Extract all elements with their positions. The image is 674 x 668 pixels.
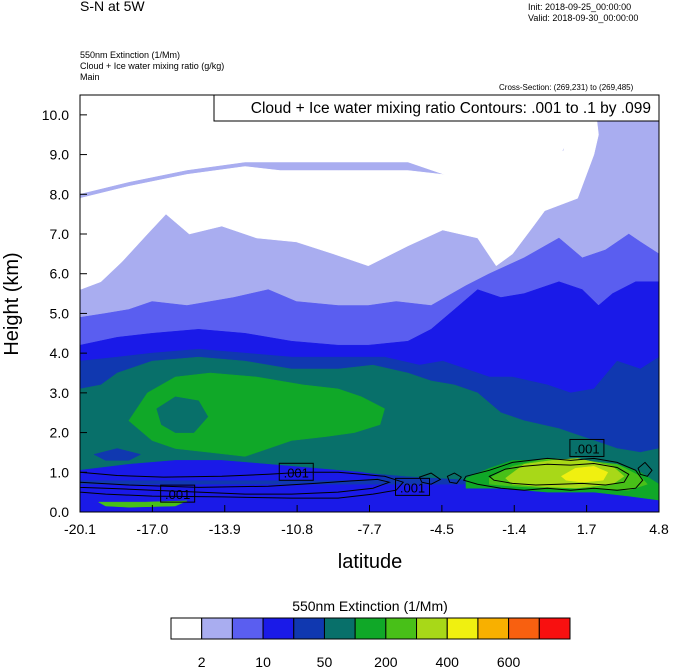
colorbar-swatch xyxy=(538,617,571,640)
x-tick-label: -20.1 xyxy=(64,521,96,537)
colorbar-swatch xyxy=(323,617,356,640)
colorbar-swatch xyxy=(231,617,264,640)
y-tick-label: 10.0 xyxy=(42,107,69,123)
plot-title: S-N at 5W xyxy=(80,0,145,14)
contour-line-2 xyxy=(462,457,644,491)
x-tick-label: 1.7 xyxy=(577,521,597,537)
contour-line-0 xyxy=(80,478,392,495)
y-axis-label: Height (km) xyxy=(1,252,23,355)
extinction-region-11 xyxy=(80,460,385,481)
contour-label-box xyxy=(160,484,196,503)
contour-label-box xyxy=(569,438,605,457)
y-tick-label: 9.0 xyxy=(50,147,70,163)
contour-line-4 xyxy=(446,472,463,484)
mixing-ratio-contours xyxy=(80,457,653,499)
x-tick-label: -1.4 xyxy=(502,521,526,537)
colorbar-swatch xyxy=(508,617,540,640)
x-axis-label: latitude xyxy=(338,551,403,573)
contour-label: .001 xyxy=(284,465,309,480)
y-tick-label: 5.0 xyxy=(50,305,70,321)
x-tick-label: -4.5 xyxy=(430,521,454,537)
x-tick-label: -13.9 xyxy=(209,521,241,537)
contour-line-1 xyxy=(80,471,405,499)
init-time: Init: 2018-09-25_00:00:00 xyxy=(528,2,632,12)
y-tick-label: 6.0 xyxy=(50,266,70,282)
colorbar-label: 2 xyxy=(198,654,206,668)
contour-label: .001 xyxy=(165,487,190,502)
extinction-region-14 xyxy=(560,466,609,483)
colorbar-swatch xyxy=(477,617,510,640)
colorbar-label: 600 xyxy=(497,654,521,668)
field-description-3: Main xyxy=(80,72,100,82)
contour-line-3 xyxy=(488,462,630,486)
extinction-fill xyxy=(80,95,659,512)
y-tick-label: 4.0 xyxy=(50,345,70,361)
colorbar-swatch xyxy=(170,617,203,640)
y-tick-label: 8.0 xyxy=(50,186,70,202)
colorbar-swatch xyxy=(262,617,295,640)
y-tick-label: 1.0 xyxy=(50,464,70,480)
colorbar-swatch xyxy=(416,617,448,640)
colorbar: 2 10 50 200 400 600 xyxy=(170,617,571,668)
y-tick-label: 3.0 xyxy=(50,385,70,401)
colorbar-swatch xyxy=(385,617,418,640)
field-description-1: 550nm Extinction (1/Mm) xyxy=(80,50,181,60)
x-tick-label: -17.0 xyxy=(136,521,168,537)
colorbar-label: 10 xyxy=(255,654,271,668)
axes: -20.1 -17.0 -13.9 -10.8 -7.7 -4.5 -1.4 1.7 4.8 0.… xyxy=(42,107,669,537)
colorbar-title: 550nm Extinction (1/Mm) xyxy=(292,598,448,614)
y-tick-label: 0.0 xyxy=(50,504,70,520)
valid-time: Valid: 2018-09-30_00:00:00 xyxy=(528,13,639,23)
colorbar-swatch xyxy=(293,617,325,640)
y-tick-label: 7.0 xyxy=(50,226,70,242)
contour-labels: .001 .001 .001 .001 xyxy=(160,438,605,503)
contour-label: .001 xyxy=(400,480,425,495)
x-tick-label: 4.8 xyxy=(649,521,669,537)
extinction-region-7 xyxy=(128,372,385,457)
cross-section-label: Cross-Section: (269,231) to (269,485) xyxy=(499,83,634,92)
y-tick-label: 2.0 xyxy=(50,425,70,441)
contour-label-box xyxy=(278,462,314,481)
colorbar-label: 50 xyxy=(317,654,333,668)
chart-title: Cloud + Ice water mixing ratio Contours:… xyxy=(251,100,651,117)
contour-line-5 xyxy=(418,472,442,485)
field-description-2: Cloud + Ice water mixing ratio (g/kg) xyxy=(80,61,225,71)
extinction-region-2 xyxy=(80,178,546,290)
colorbar-label: 400 xyxy=(436,654,460,668)
colorbar-label: 200 xyxy=(374,654,398,668)
x-tick-label: -7.7 xyxy=(357,521,381,537)
chart-title-box xyxy=(213,94,660,122)
colorbar-swatch xyxy=(354,617,387,640)
extinction-region-9 xyxy=(156,396,209,433)
colorbar-swatch xyxy=(446,617,479,640)
x-tick-label: -10.8 xyxy=(281,521,313,537)
colorbar-swatch xyxy=(201,617,233,640)
contour-label: .001 xyxy=(574,441,599,456)
contour-line-6 xyxy=(637,461,653,477)
extinction-region-10 xyxy=(93,448,142,461)
contour-label-box xyxy=(395,477,431,496)
